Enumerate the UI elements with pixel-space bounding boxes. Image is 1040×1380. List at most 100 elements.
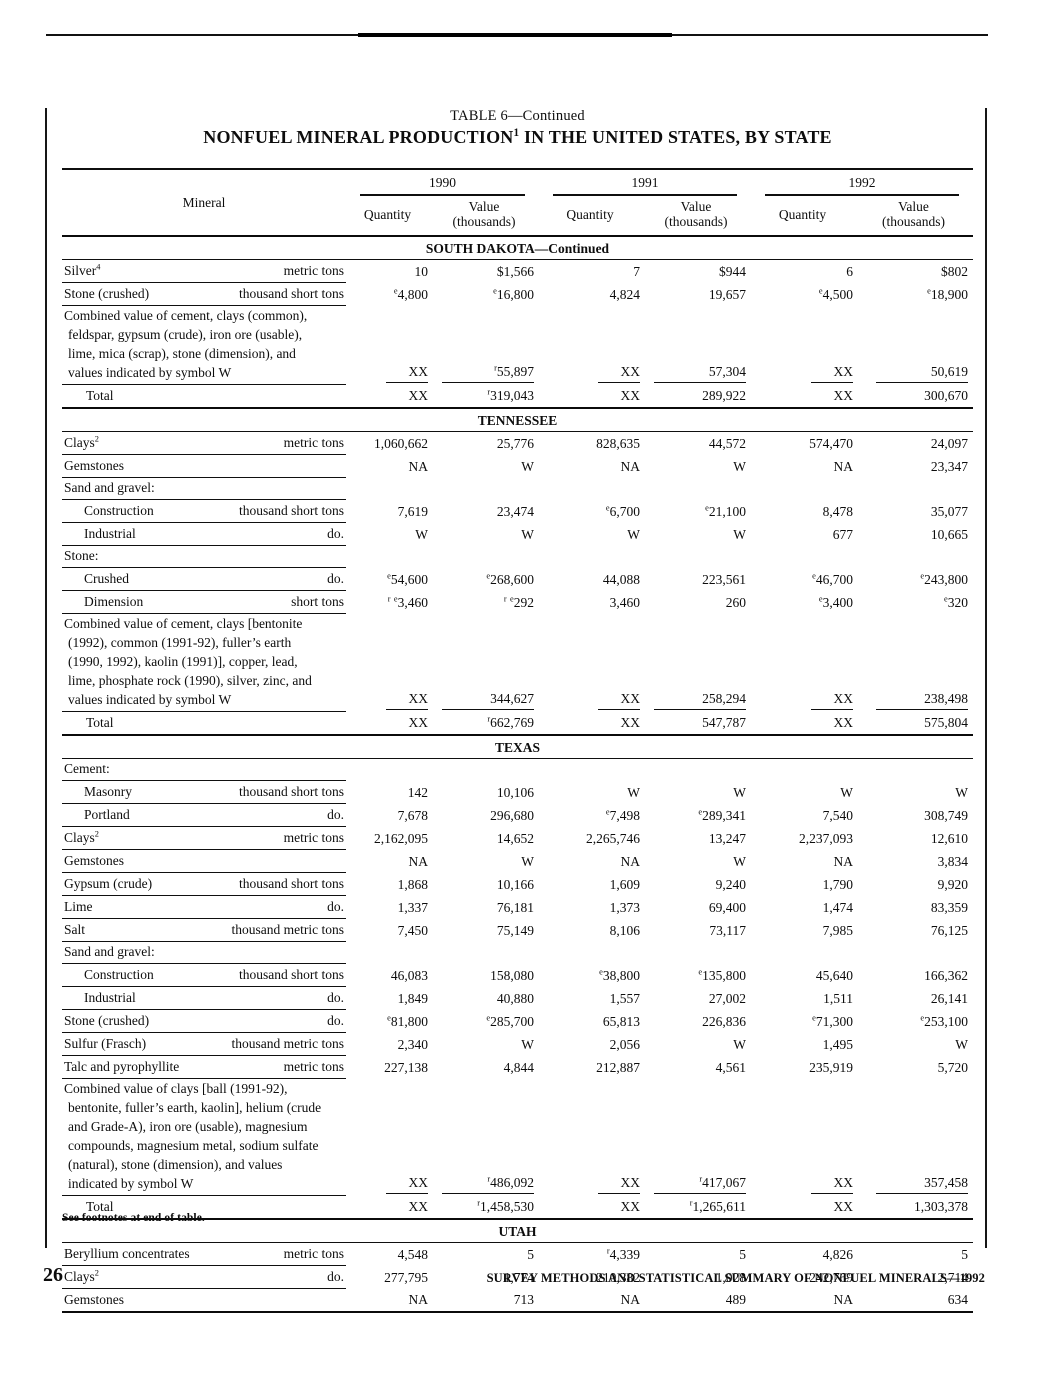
underlined-value: XX <box>386 1173 428 1194</box>
empty-cell <box>858 759 973 781</box>
underlined-value: 357,458 <box>876 1173 968 1194</box>
combined-value-line: (natural), stone (dimension), and values <box>68 1157 283 1172</box>
empty-cell <box>751 546 858 568</box>
value-cell: 6 <box>846 263 853 279</box>
data-row: Portland do. 7,678 296,680 e7,498 e289,341 7,5… <box>62 803 973 827</box>
value-cell: 277,795 <box>384 1269 428 1285</box>
value-cell: 10 <box>414 263 429 279</box>
value-cell: r1,265,611 <box>689 1198 746 1214</box>
value-cell: 40,880 <box>496 990 534 1006</box>
empty-cell <box>858 478 973 500</box>
total-label: Total <box>86 1199 114 1214</box>
combined-value-line: Combined value of clays [ball (1991-92), <box>64 1081 288 1096</box>
total-label: Total <box>86 388 114 403</box>
value-cell: 1,373 <box>609 899 640 915</box>
empty-cell <box>433 759 539 781</box>
value-cell: XX <box>346 306 433 385</box>
value-header-line2: (thousands) <box>452 214 516 229</box>
mineral-group-label-cell: Stone: <box>62 545 346 568</box>
value-cell: 1,868 <box>397 876 428 892</box>
paragraph-row: Combined value of clays [ball (1991-92),… <box>62 1078 973 1196</box>
data-row: Stone (crushed) thousand short tons e4,800… <box>62 282 973 306</box>
column-header-value-1990: Value (thousands) <box>433 196 539 236</box>
mineral-name: Portland <box>84 807 130 822</box>
value-cell: 8,478 <box>822 503 853 519</box>
combined-value-label-cell: Combined value of clays [ball (1991-92),… <box>62 1078 346 1196</box>
value-cell: 260 <box>725 594 746 610</box>
section-header: TEXAS <box>62 734 973 759</box>
mineral-name: Dimension <box>84 594 144 609</box>
value-cell: 75,149 <box>496 922 534 938</box>
mineral-unit: thousand metric tons <box>231 922 344 937</box>
value-cell: W <box>521 853 534 869</box>
mineral-label-cell: Total <box>62 712 346 736</box>
data-row: Salt thousand metric tons 7,450 75,149 8,106… <box>62 918 973 942</box>
table-footnote: See footnotes at end of table. <box>62 1212 205 1224</box>
mineral-label-cell: Gemstones <box>62 454 346 478</box>
value-cell: XX <box>539 306 645 385</box>
value-cell: 227,138 <box>384 1059 428 1075</box>
data-row: Clays2 metric tons 2,162,095 14,652 2,265,74… <box>62 826 973 850</box>
column-header-quantity-1991: Quantity <box>566 206 614 222</box>
value-cell: 7,678 <box>397 807 428 823</box>
value-cell: 25,776 <box>496 435 534 451</box>
page-right-border <box>985 108 987 1248</box>
combined-value-line: Combined value of cement, clays (common)… <box>64 308 308 323</box>
value-cell: 5 <box>739 1246 746 1262</box>
value-cell: W <box>733 853 746 869</box>
mineral-unit: do. <box>327 526 344 541</box>
value-cell: 212,887 <box>596 1059 640 1075</box>
value-header-line1: Value <box>468 199 500 214</box>
value-cell: W <box>415 526 428 542</box>
value-cell: e54,600 <box>387 571 428 587</box>
empty-cell <box>645 759 751 781</box>
value-cell: 357,458 <box>858 1079 973 1196</box>
data-row: Crushed do. e54,600 e268,600 44,088 223,561 e4… <box>62 567 973 591</box>
mineral-unit: thousand short tons <box>238 876 344 891</box>
empty-cell <box>433 546 539 568</box>
value-cell: 296,680 <box>490 807 534 823</box>
mineral-label-cell: Clays2 metric tons <box>62 431 346 455</box>
value-cell: NA <box>620 1292 641 1307</box>
mineral-name: Industrial <box>84 526 136 541</box>
empty-cell <box>751 942 858 964</box>
mineral-label-cell: Sulfur (Frasch) thousand metric tons <box>62 1032 346 1056</box>
section-header: SOUTH DAKOTA—Continued <box>62 235 973 260</box>
mineral-name: Gemstones <box>64 1292 124 1307</box>
value-cell: r486,092 <box>433 1079 539 1196</box>
section-header: TENNESSEE <box>62 407 973 432</box>
value-cell: 223,561 <box>702 571 746 587</box>
data-row: Industrial do. 1,849 40,880 1,557 27,002 1,511… <box>62 986 973 1010</box>
column-header-value-1991: Value (thousands) <box>645 196 751 236</box>
value-cell: e16,800 <box>493 286 534 302</box>
value-cell: 677 <box>832 526 853 542</box>
value-header-line2: (thousands) <box>882 214 945 229</box>
mineral-label-cell: Construction thousand short tons <box>62 963 346 987</box>
mineral-name: Gemstones <box>64 458 124 473</box>
mineral-label-cell: Gypsum (crude) thousand short tons <box>62 872 346 896</box>
mineral-name: Gemstones <box>64 853 124 868</box>
subheader-row: Stone: <box>62 545 973 568</box>
value-cell: 1,790 <box>822 876 853 892</box>
value-cell: e4,500 <box>818 286 853 302</box>
value-cell: 308,749 <box>924 807 968 823</box>
mineral-name: Talc and pyrophyllite <box>64 1059 180 1074</box>
value-cell: XX <box>408 388 429 403</box>
value-cell: 69,400 <box>708 899 746 915</box>
mineral-production-table: Mineral 1990 1991 1992 Quantity Value (t… <box>62 168 973 1313</box>
value-cell: e253,100 <box>920 1013 968 1029</box>
mineral-label-cell: Crushed do. <box>62 567 346 591</box>
value-cell: r e3,460 <box>387 594 428 610</box>
underlined-value: XX <box>598 1173 640 1194</box>
value-cell: r1,458,530 <box>477 1198 534 1214</box>
value-cell: W <box>955 784 968 800</box>
mineral-name: Construction <box>84 503 154 518</box>
empty-cell <box>346 942 433 964</box>
combined-value-label-cell: Combined value of cement, clays [bentoni… <box>62 613 346 712</box>
value-cell: 12,610 <box>930 830 968 846</box>
value-cell: NA <box>408 853 429 869</box>
mineral-unit: metric tons <box>283 1246 344 1261</box>
value-cell: W <box>733 784 746 800</box>
value-cell: 238,498 <box>858 614 973 712</box>
value-cell: XX <box>408 715 429 730</box>
